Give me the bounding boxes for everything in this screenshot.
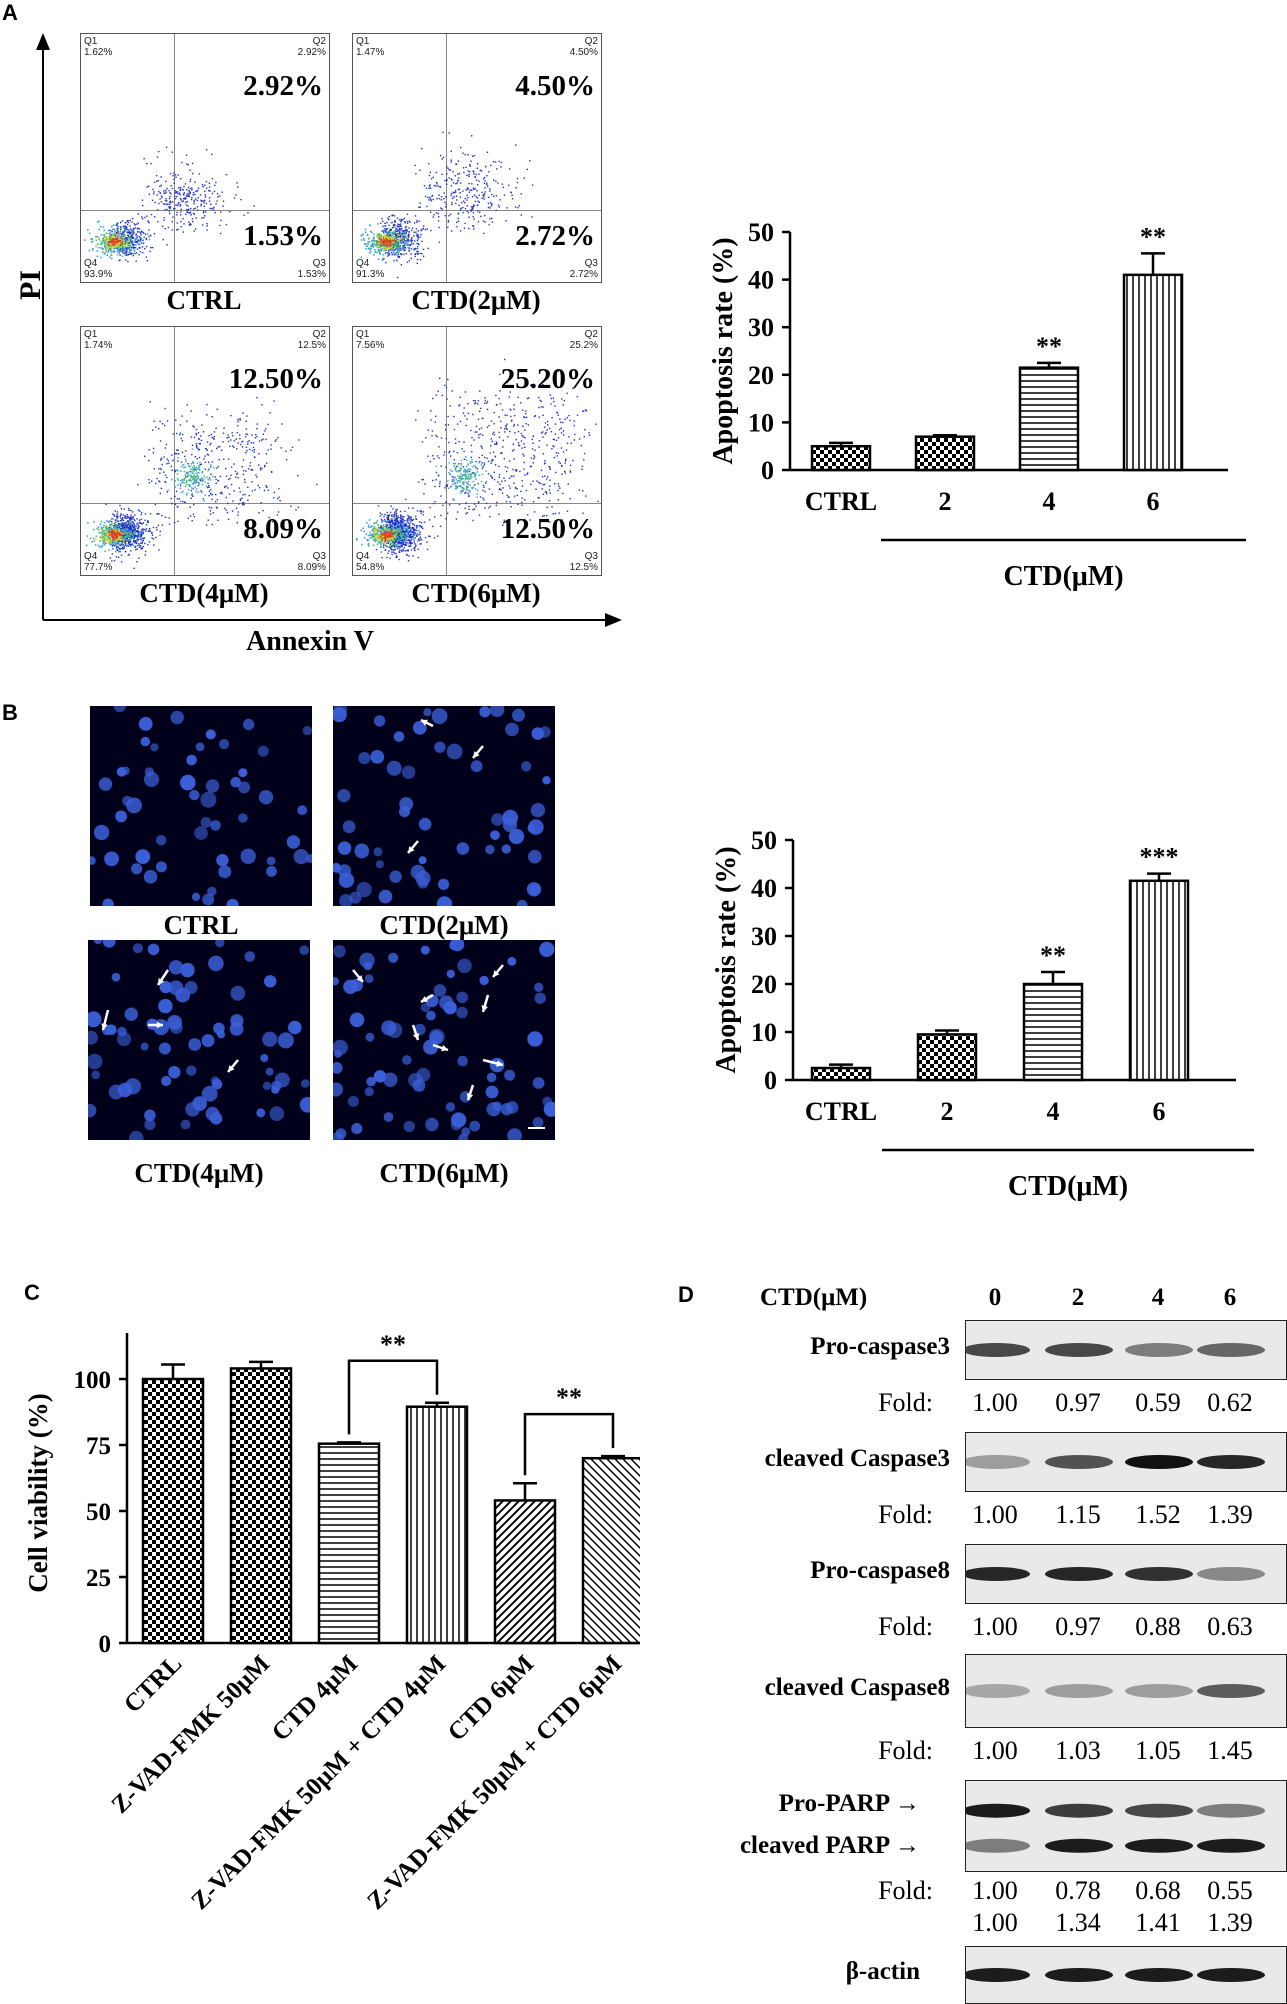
blot-band [966,1567,1030,1581]
fold-value: 1.00 [959,1388,1031,1418]
fold-value: 0.63 [1194,1612,1266,1642]
blot-band [1045,1684,1113,1698]
blot-band [1197,1839,1265,1853]
dose-label: 6 [1210,1284,1250,1312]
dose-label: 4 [1138,1284,1178,1312]
blot-band [966,1455,1030,1469]
blot-band [1045,1804,1113,1818]
fold-value: 1.39 [1194,1908,1266,1938]
blot-row-label: cleaved Caspase8 [650,1674,950,1702]
blot-band [1197,1567,1265,1581]
blot-band [1125,1567,1193,1581]
fold-value: 1.00 [959,1612,1031,1642]
fold-value: 1.41 [1122,1908,1194,1938]
blot-row-3 [965,1654,1287,1728]
blot-band [1125,1455,1193,1469]
fold-label: Fold: [843,1388,933,1418]
blot-row-label: cleaved Caspase3 [650,1445,950,1473]
fold-value: 0.97 [1042,1612,1114,1642]
blot-band [966,1839,1030,1853]
fold-value: 1.03 [1042,1736,1114,1766]
parp-pro-label: Pro-PARP → [700,1790,920,1818]
fold-value: 1.00 [959,1876,1031,1906]
blot-band [966,1684,1030,1698]
blot-row-actin [965,1946,1287,2004]
fold-value: 1.00 [959,1908,1031,1938]
blot-band [966,1804,1030,1818]
fold-value: 1.39 [1194,1500,1266,1530]
blot-band [1045,1343,1113,1357]
fold-value: 1.00 [959,1736,1031,1766]
dose-label: 2 [1058,1284,1098,1312]
fold-value: 0.68 [1122,1876,1194,1906]
blot-row-0 [965,1320,1287,1380]
fold-value: 0.59 [1122,1388,1194,1418]
parp-cleaved-label: cleaved PARP → [680,1832,920,1860]
blot-band [966,1968,1030,1982]
blot-row-label: Pro-caspase3 [650,1333,950,1361]
fold-value: 0.62 [1194,1388,1266,1418]
blot-band [1197,1804,1265,1818]
blot-band [1045,1968,1113,1982]
blot-band [1125,1968,1193,1982]
blot-band [1197,1684,1265,1698]
fold-value: 1.00 [959,1500,1031,1530]
fold-value: 0.55 [1194,1876,1266,1906]
actin-label: β-actin [700,1958,920,1986]
blot-band [1045,1567,1113,1581]
blot-band [1125,1804,1193,1818]
fold-value: 0.88 [1122,1612,1194,1642]
fold-value: 1.05 [1122,1736,1194,1766]
blot-row-1 [965,1432,1287,1492]
blot-band [1125,1839,1193,1853]
fold-label: Fold: [843,1500,933,1530]
blot-band [1197,1455,1265,1469]
fold-label: Fold: [843,1736,933,1766]
blot-band [1197,1968,1265,1982]
blot-band [966,1343,1030,1357]
blot-row-parp [965,1780,1287,1872]
fold-value: 0.78 [1042,1876,1114,1906]
blot-band [1045,1839,1113,1853]
blot-band [1045,1455,1113,1469]
blot-row-2 [965,1544,1287,1604]
fold-value: 0.97 [1042,1388,1114,1418]
fold-value: 1.34 [1042,1908,1114,1938]
blot-row-label: Pro-caspase8 [650,1557,950,1585]
fold-label: Fold: [843,1876,933,1906]
fold-value: 1.15 [1042,1500,1114,1530]
dose-label: 0 [975,1284,1015,1312]
dose-header-label: CTD(μM) [760,1284,920,1312]
blot-band [1125,1684,1193,1698]
fold-value: 1.52 [1122,1500,1194,1530]
blot-band [1125,1343,1193,1357]
fold-value: 1.45 [1194,1736,1266,1766]
fold-label: Fold: [843,1612,933,1642]
blot-band [1197,1343,1265,1357]
